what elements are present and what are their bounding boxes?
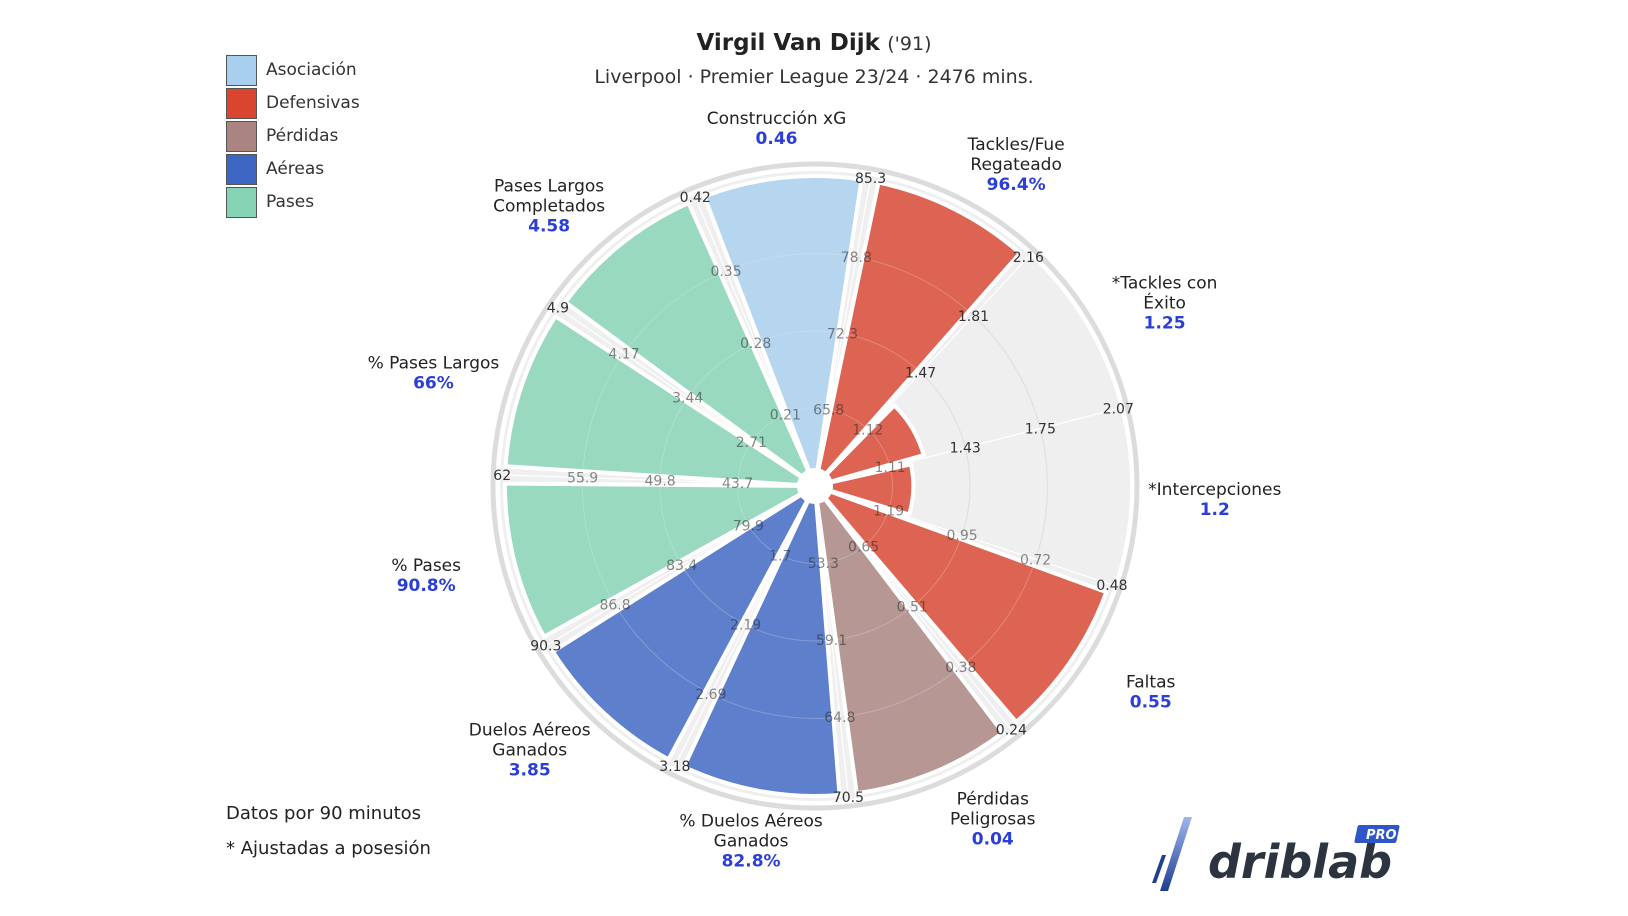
tick-label: 0.24 [996,723,1027,739]
chart-center-hole [799,470,831,502]
tick-label: 0.48 [1096,578,1127,594]
category-label: Éxito [1143,291,1186,313]
category-label: Pases Largos [494,177,604,197]
legend-label: Asociación [266,60,357,80]
legend-swatch [226,187,257,218]
legend-label: Pérdidas [266,126,339,146]
category-label: Tackles/Fue [967,135,1065,155]
legend-label: Defensivas [266,93,360,113]
category-value: 0.55 [1130,692,1172,712]
tick-label: 59.1 [816,633,847,649]
category-label: Ganados [492,740,567,760]
category-label: % Pases [391,556,461,576]
legend-swatch [226,55,257,86]
category-label: *Tackles con [1112,273,1218,293]
tick-label: 1.12 [852,422,883,438]
tick-label: 43.7 [722,476,753,492]
legend-swatch [226,121,257,152]
grid-ring-overlay [582,253,1048,719]
tick-label: 2.19 [730,618,761,634]
category-label: % Duelos Aéreos [679,811,823,831]
tick-label: 1.47 [905,366,936,382]
chart-title: Virgil Van Dijk ('91) [0,30,1628,56]
tick-label: 4.17 [608,346,639,362]
category-value: 0.46 [756,129,798,149]
tick-label: 1.19 [873,503,904,519]
category-label: Pérdidas [957,790,1030,810]
tick-label: 0.65 [848,539,879,555]
tick-label: 1.75 [1025,422,1056,438]
tick-label: 55.9 [567,471,598,487]
tick-label: 49.8 [645,473,676,489]
tick-label: 1.7 [769,548,791,564]
driblab-logo: driblab PRO [1152,817,1400,891]
category-value: 82.8% [722,851,781,871]
tick-label: 2.69 [695,687,726,703]
category-label: *Intercepciones [1148,480,1281,500]
category-label: Regateado [970,155,1061,175]
grid-ring-overlay [659,330,971,642]
footnote-per90: Datos por 90 minutos [226,803,422,824]
category-value: 4.58 [528,217,570,237]
tick-label: 0.28 [740,336,771,352]
tick-label: 64.8 [824,710,855,726]
category-label: % Pases Largos [368,353,500,373]
tick-label: 1.43 [950,441,981,457]
category-value: 66% [413,373,454,393]
category-label: Completados [493,197,605,217]
tick-label: 78.8 [841,250,872,266]
category-value: 96.4% [987,175,1046,195]
tick-label: 53.3 [808,556,839,572]
tick-label: 0.38 [945,660,976,676]
player-name: Virgil Van Dijk [696,30,880,56]
tick-label: 0.35 [710,264,741,280]
legend-swatch [226,154,257,185]
logo-wordmark: driblab [1208,835,1392,889]
legend-swatch [226,88,257,119]
category-value: 3.85 [509,760,551,780]
tick-label: 83.4 [666,558,697,574]
tick-label: 0.72 [1020,552,1051,568]
tick-label: 3.18 [659,759,690,775]
category-value: 0.04 [972,830,1014,850]
category-label: Peligrosas [950,810,1036,830]
category-label: Construcción xG [707,109,847,129]
category-value: 1.25 [1144,313,1186,333]
grid-ring-overlay [737,408,893,564]
tick-label: 4.9 [547,300,569,316]
tick-label: 79.9 [733,519,764,535]
category-value: 90.8% [397,576,456,596]
category-label: Faltas [1126,672,1175,692]
footnote-adjusted: * Ajustadas a posesión [226,838,431,859]
tick-label: 1.11 [875,460,906,476]
legend-label: Aéreas [266,159,325,179]
tick-label: 3.44 [672,391,703,407]
tick-label: 1.81 [958,309,989,325]
logo-mark-icon [1152,855,1166,883]
tick-label: 90.3 [530,639,561,655]
tick-label: 62 [493,468,511,484]
tick-label: 0.21 [770,407,801,423]
player-birth-year: ('91) [887,33,932,55]
tick-label: 70.5 [833,790,864,806]
tick-label: 2.71 [736,435,767,451]
category-value: 1.2 [1200,500,1230,520]
tick-label: 0.42 [680,190,711,206]
legend-label: Pases [266,192,315,212]
pro-badge-icon [1354,825,1400,843]
tick-label: 2.07 [1103,402,1134,418]
category-label: Ganados [714,831,789,851]
tick-label: 72.3 [827,326,858,342]
chart-subtitle: Liverpool · Premier League 23/24 · 2476 … [594,66,1034,88]
tick-label: 0.95 [946,528,977,544]
tick-label: 0.51 [897,600,928,616]
pro-badge: PRO [1366,828,1397,843]
category-label: Duelos Aéreos [469,720,591,740]
tick-label: 85.3 [855,171,886,187]
tick-label: 65.8 [813,403,844,419]
tick-label: 2.16 [1013,250,1044,266]
tick-label: 86.8 [599,598,630,614]
